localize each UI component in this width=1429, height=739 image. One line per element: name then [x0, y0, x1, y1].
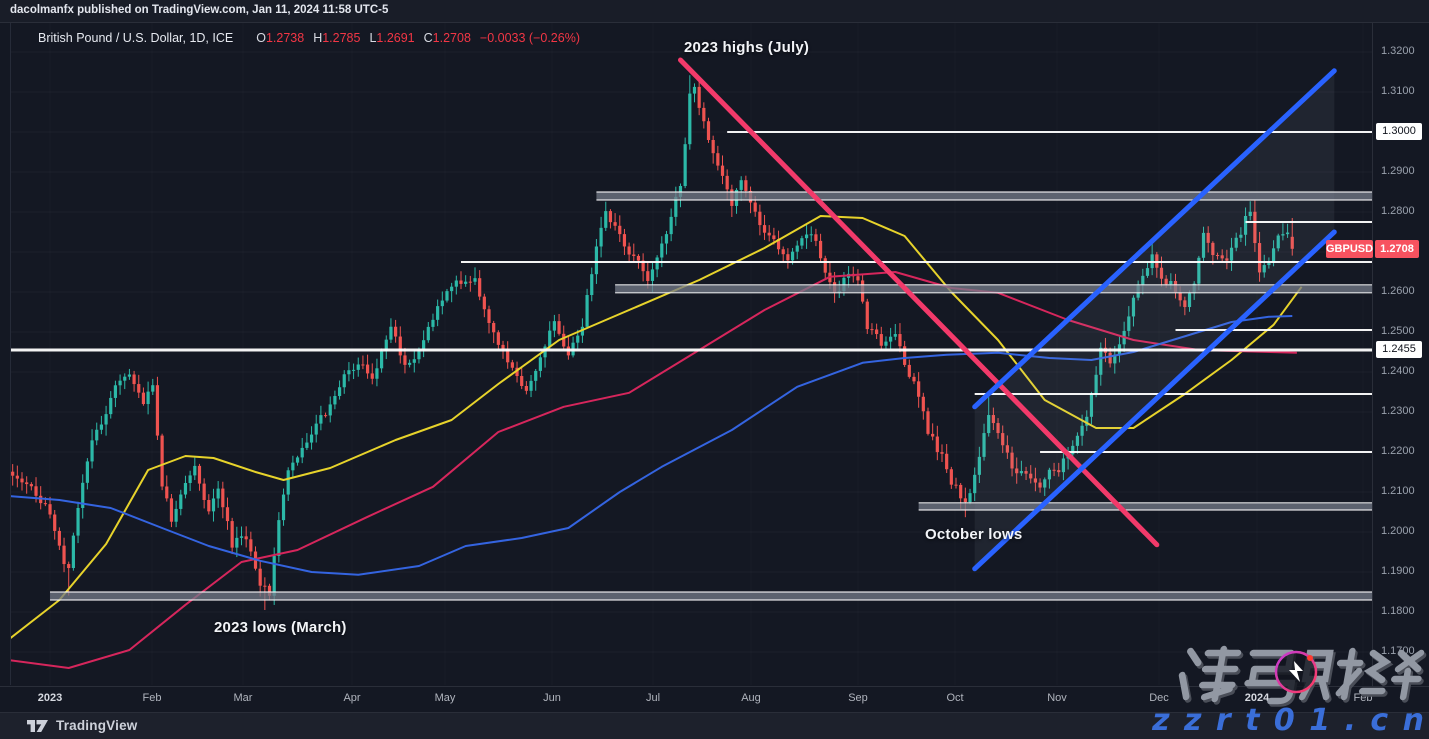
price-tick-label: 1.2500: [1381, 325, 1415, 337]
change-value: −0.0033 (−0.26%): [479, 31, 580, 45]
time-tick-month: Dec: [1149, 692, 1169, 704]
price-tick-label: 1.2900: [1381, 165, 1415, 177]
ohlc-value: 1.2738: [265, 31, 305, 45]
ohlc-key: L: [369, 31, 377, 45]
price-tick-label: 1.1800: [1381, 605, 1415, 617]
tradingview-logo[interactable]: TradingView: [26, 718, 137, 733]
price-axis-separator: [1372, 23, 1373, 712]
publish-info-bar: dacolmanfx published on TradingView.com,…: [0, 0, 1429, 23]
price-level-label-box: 1.3000: [1376, 123, 1422, 140]
bottom-toolbar: TradingView: [0, 712, 1429, 739]
price-tick-label: 1.1700: [1381, 645, 1415, 657]
trendline-downtrend-from-july-highs[interactable]: [677, 57, 1160, 548]
chart-pane[interactable]: British Pound / U.S. Dollar, 1D, ICE O1.2…: [0, 23, 1429, 712]
time-axis[interactable]: 2023 Feb Mar Apr May Jun Jul Aug Sep Oct Nov Dec 202…: [0, 686, 1429, 713]
price-tick-label: 1.2100: [1381, 485, 1415, 497]
time-tick-month: Nov: [1047, 692, 1067, 704]
plot-layers: [8, 51, 1372, 669]
price-tick-label: 1.2600: [1381, 285, 1415, 297]
last-price-value: 1.2708: [1375, 239, 1419, 258]
price-tick-label: 1.3200: [1381, 45, 1415, 57]
annotation-highs-july: 2023 highs (July): [684, 39, 810, 56]
price-tick-label: 1.1900: [1381, 565, 1415, 577]
trendline-channel-lower[interactable]: [972, 229, 1337, 572]
price-tick-label: 1.2000: [1381, 525, 1415, 537]
tradingview-logo-text: TradingView: [56, 718, 138, 733]
time-tick-month: Jul: [645, 692, 661, 704]
ohlc-values: O1.2738 H1.2785 L1.2691 C1.2708: [247, 31, 471, 45]
price-tick-label: 1.2200: [1381, 445, 1415, 457]
price-tick-label: 1.2800: [1381, 205, 1415, 217]
symbol-title: British Pound / U.S. Dollar, 1D, ICE: [38, 31, 234, 45]
price-tick-label: 1.2300: [1381, 405, 1415, 417]
ohlc-value: 1.2708: [432, 31, 471, 45]
time-tick-month: Feb: [142, 692, 162, 704]
ma-mid-crimson: [10, 271, 1297, 669]
time-tick-year: 2024: [1244, 692, 1270, 704]
ma-fast-yellow: [10, 215, 1303, 640]
channel-fill: [974, 70, 1335, 569]
time-tick-month: Apr: [343, 692, 361, 704]
time-tick-month: Sep: [848, 692, 868, 704]
time-tick-month: Feb: [1353, 692, 1373, 704]
ohlc-key: C: [423, 31, 433, 45]
time-tick-month: Jun: [543, 692, 561, 704]
annotation-lows-march: 2023 lows (March): [214, 619, 347, 636]
price-axis[interactable]: 1.3200 1.3100 1.2900 1.2800 1.2600 1.2500 1.24…: [1373, 23, 1429, 685]
time-tick-year: 2023: [37, 692, 63, 704]
annotation-october-lows: October lows: [925, 526, 1023, 543]
time-tick-month: Aug: [741, 692, 761, 704]
ohlc-value: 1.2691: [376, 31, 415, 45]
time-tick-month: Oct: [946, 692, 964, 704]
last-price-symbol: GBPUSD: [1326, 239, 1373, 258]
time-tick-month: Mar: [233, 692, 253, 704]
tradingview-mark-icon: [27, 720, 48, 732]
ohlc-key: H: [313, 31, 323, 45]
price-tick-label: 1.3100: [1381, 85, 1415, 97]
price-level-label-box: 1.2455: [1376, 341, 1422, 358]
ohlc-key: O: [256, 31, 266, 45]
ohlc-value: 1.2785: [322, 31, 361, 45]
publish-info-text: dacolmanfx published on TradingView.com,…: [10, 4, 389, 16]
ma-slow-blue: [10, 315, 1293, 576]
pane-left-border: [10, 23, 11, 685]
price-tick-label: 1.2400: [1381, 365, 1415, 377]
trendline-channel-upper[interactable]: [972, 68, 1337, 410]
horizontal-level-lines[interactable]: [8, 131, 1372, 453]
support-resistance-zones: [50, 191, 1372, 601]
symbol-header: British Pound / U.S. Dollar, 1D, ICE O1.2…: [38, 31, 580, 45]
time-tick-month: May: [434, 692, 456, 704]
candlestick-chart-canvas[interactable]: [0, 23, 1429, 685]
